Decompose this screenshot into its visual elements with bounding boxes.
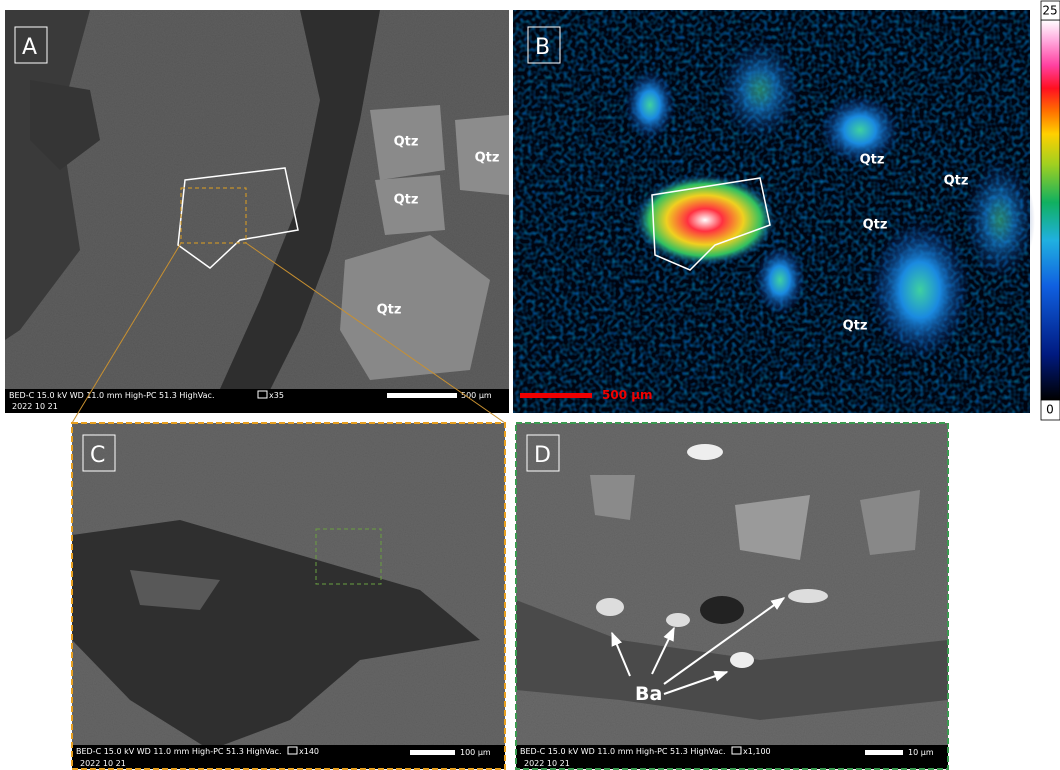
panel-label: C [90, 443, 105, 468]
mineral-label: Qtz [843, 319, 868, 334]
info-text: BED-C 15.0 kV WD 11.0 mm High-PC 51.3 Hi… [9, 391, 214, 400]
barite [730, 652, 754, 668]
panel-label: B [535, 35, 550, 60]
grain [860, 490, 920, 555]
mineral-label: Qtz [860, 153, 885, 168]
barite [596, 598, 624, 616]
mineral-label: Qtz [394, 135, 419, 150]
grain [590, 475, 635, 520]
sem-image [516, 423, 948, 769]
date: 2022 10 21 [12, 402, 58, 411]
panel-d: Ba BED-C 15.0 kV WD 11.0 mm High-PC 51.3… [516, 423, 948, 769]
mineral-label: Qtz [377, 303, 402, 318]
scale-bar [410, 750, 455, 755]
colorbar-min: 0 [1046, 403, 1054, 417]
mineral-label: Qtz [394, 193, 419, 208]
colorbar-max: 25 [1042, 4, 1057, 18]
date: 2022 10 21 [80, 759, 126, 768]
scale-bar [387, 393, 457, 398]
mineral-label: Ba [635, 683, 662, 705]
magnification: x35 [269, 391, 284, 400]
signal [720, 40, 800, 140]
colorbar: 25 0 [1041, 1, 1060, 420]
signal [625, 70, 675, 140]
scale-label: 10 µm [908, 748, 934, 757]
barite [687, 444, 723, 460]
scale-label: 100 µm [460, 748, 491, 757]
magnification: x1,100 [743, 747, 771, 756]
hotspot [635, 175, 775, 265]
scale-bar [520, 393, 592, 398]
info-text: BED-C 15.0 kV WD 11.0 mm High-PC 51.3 Hi… [76, 747, 281, 756]
panel-c: BED-C 15.0 kV WD 11.0 mm High-PC 51.3 Hi… [72, 423, 505, 769]
date: 2022 10 21 [524, 759, 570, 768]
signal [965, 160, 1035, 280]
barite [666, 613, 690, 627]
signal [870, 220, 970, 360]
scale-label: 500 µm [602, 388, 653, 402]
grain [735, 495, 810, 560]
mineral-label: Qtz [475, 151, 500, 166]
figure: BED-C 15.0 kV WD 11.0 mm High-PC 51.3 Hi… [0, 0, 1060, 770]
info-text: BED-C 15.0 kV WD 11.0 mm High-PC 51.3 Hi… [520, 747, 725, 756]
panel-label: D [534, 443, 551, 468]
barite [788, 589, 828, 603]
panel-a: BED-C 15.0 kV WD 11.0 mm High-PC 51.3 Hi… [5, 10, 509, 413]
mineral-label: Qtz [944, 174, 969, 189]
mineral-label: Qtz [863, 218, 888, 233]
pore [700, 596, 744, 624]
colorbar-gradient [1041, 20, 1060, 400]
panel-b: 500 µm B Qtz Qtz Qtz Qtz [513, 10, 1035, 413]
panel-label: A [22, 35, 37, 60]
signal [755, 245, 805, 315]
scale-bar [865, 750, 903, 755]
magnification: x140 [299, 747, 319, 756]
